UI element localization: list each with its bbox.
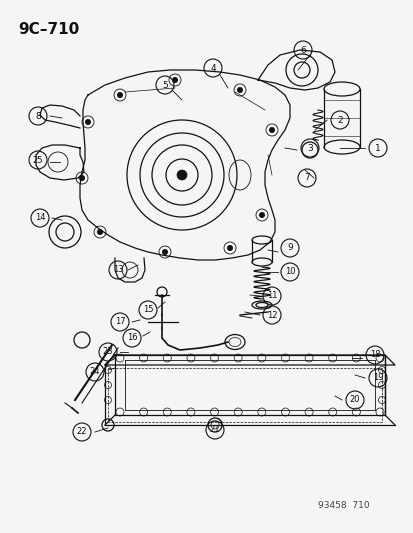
Text: 21: 21 xyxy=(209,425,220,434)
Text: 22: 22 xyxy=(76,427,87,437)
Circle shape xyxy=(79,175,85,181)
Text: 23: 23 xyxy=(102,348,113,357)
Circle shape xyxy=(236,87,242,93)
Text: 6: 6 xyxy=(299,45,305,54)
Text: 8: 8 xyxy=(35,111,41,120)
Text: 10: 10 xyxy=(284,268,294,277)
Circle shape xyxy=(268,127,274,133)
Text: 15: 15 xyxy=(142,305,153,314)
Text: 5: 5 xyxy=(162,80,167,90)
Text: 25: 25 xyxy=(33,156,43,165)
Text: 14: 14 xyxy=(35,214,45,222)
Circle shape xyxy=(259,212,264,218)
Text: 19: 19 xyxy=(372,374,382,383)
Text: 1: 1 xyxy=(374,143,380,152)
Text: 2: 2 xyxy=(336,116,342,125)
Text: 7: 7 xyxy=(304,174,309,182)
Text: 18: 18 xyxy=(369,351,380,359)
Circle shape xyxy=(97,229,103,235)
Circle shape xyxy=(85,119,91,125)
Text: 24: 24 xyxy=(90,367,100,376)
Circle shape xyxy=(117,92,123,98)
Text: 4: 4 xyxy=(210,63,215,72)
Text: 9: 9 xyxy=(287,244,292,253)
Text: 3: 3 xyxy=(306,143,312,152)
Circle shape xyxy=(171,77,178,83)
Circle shape xyxy=(161,249,168,255)
Text: 12: 12 xyxy=(266,311,277,319)
Text: 13: 13 xyxy=(112,265,123,274)
Text: 11: 11 xyxy=(266,292,277,301)
Text: 20: 20 xyxy=(349,395,359,405)
Text: 16: 16 xyxy=(126,334,137,343)
Text: 17: 17 xyxy=(114,318,125,327)
Circle shape xyxy=(177,170,187,180)
Text: 9C–710: 9C–710 xyxy=(18,22,79,37)
Text: 93458  710: 93458 710 xyxy=(318,501,369,510)
Circle shape xyxy=(226,245,233,251)
